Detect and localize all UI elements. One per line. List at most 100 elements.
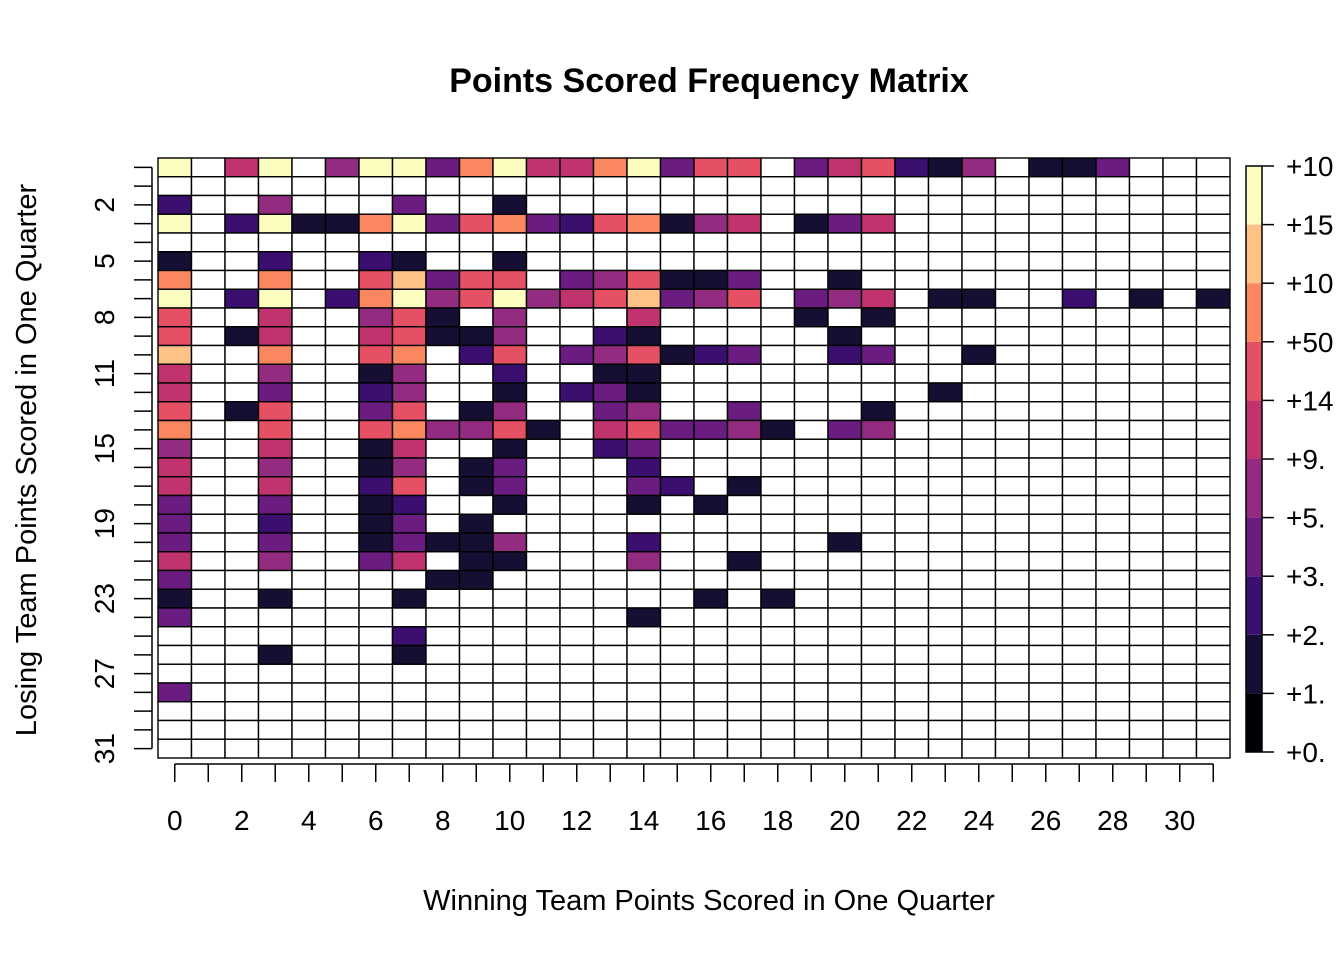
heatmap-cell (693, 419, 729, 440)
heatmap-cell (1162, 251, 1198, 272)
heatmap-cell (860, 569, 896, 590)
heatmap-cell (793, 644, 829, 665)
heatmap-cell (592, 157, 628, 178)
heatmap-cell (827, 213, 863, 234)
heatmap-cell (760, 644, 796, 665)
heatmap-cell (726, 419, 762, 440)
heatmap-cell (827, 513, 863, 534)
heatmap-cell (726, 494, 762, 515)
heatmap-cell (860, 288, 896, 309)
heatmap-cell (224, 176, 260, 197)
heatmap-cell (894, 607, 930, 628)
heatmap-cell (257, 701, 293, 722)
heatmap-cell (425, 251, 461, 272)
heatmap-cell (1028, 382, 1064, 403)
heatmap-cell (358, 682, 394, 703)
heatmap-cell (626, 419, 662, 440)
heatmap-cell (726, 438, 762, 459)
heatmap-cell (190, 551, 226, 572)
heatmap-cell (291, 344, 327, 365)
heatmap-cell (1095, 532, 1131, 553)
heatmap-cell (994, 419, 1030, 440)
heatmap-cell (291, 569, 327, 590)
heatmap-cell (693, 663, 729, 684)
heatmap-cell (1195, 419, 1231, 440)
heatmap-cell (1162, 326, 1198, 347)
heatmap-cell (257, 457, 293, 478)
heatmap-cell (291, 382, 327, 403)
heatmap-cell (525, 326, 561, 347)
heatmap-cell (458, 644, 494, 665)
heatmap-cell (961, 344, 997, 365)
heatmap-cell (961, 719, 997, 740)
heatmap-cell (224, 663, 260, 684)
heatmap-cell (1095, 307, 1131, 328)
heatmap-cell (1162, 701, 1198, 722)
heatmap-cell (157, 532, 193, 553)
heatmap-cell (726, 251, 762, 272)
color-legend: +0. +1. +2. +3. +5. +9. +14 +50 +10 +15 +10 (1245, 151, 1334, 768)
x-tick-label: 0 (167, 805, 183, 836)
y-tick-label: 27 (89, 658, 120, 689)
heatmap-cell (458, 382, 494, 403)
heatmap-cell (559, 344, 595, 365)
heatmap-cell (726, 513, 762, 534)
heatmap-cell (793, 551, 829, 572)
heatmap-cell (693, 532, 729, 553)
heatmap-cell (860, 551, 896, 572)
heatmap-cell (358, 438, 394, 459)
heatmap-cell (760, 344, 796, 365)
heatmap-cell (927, 269, 963, 290)
heatmap-cell (157, 701, 193, 722)
heatmap-cell (425, 532, 461, 553)
heatmap-cell (659, 419, 695, 440)
heatmap-cell (291, 288, 327, 309)
heatmap-cell (1061, 194, 1097, 215)
heatmap-cell (291, 626, 327, 647)
heatmap-cell (492, 157, 528, 178)
heatmap-cell (425, 307, 461, 328)
heatmap-cell (659, 363, 695, 384)
heatmap-cell (1195, 494, 1231, 515)
heatmap-cell (458, 363, 494, 384)
heatmap-cell (1128, 382, 1164, 403)
heatmap-cell (760, 326, 796, 347)
heatmap-cell (1028, 251, 1064, 272)
heatmap-cell (224, 326, 260, 347)
heatmap-cell (391, 513, 427, 534)
heatmap-cell (760, 476, 796, 497)
heatmap-cell (1162, 644, 1198, 665)
heatmap-cell (525, 344, 561, 365)
heatmap-cell (793, 344, 829, 365)
heatmap-cell (827, 494, 863, 515)
heatmap-cell (827, 344, 863, 365)
heatmap-cell (994, 288, 1030, 309)
heatmap-cells (157, 157, 1231, 759)
heatmap-cell (1195, 626, 1231, 647)
heatmap-cell (1128, 269, 1164, 290)
heatmap-cell (190, 663, 226, 684)
heatmap-cell (961, 213, 997, 234)
heatmap-cell (157, 419, 193, 440)
heatmap-cell (1061, 438, 1097, 459)
heatmap-cell (1061, 701, 1097, 722)
heatmap-cell (1061, 682, 1097, 703)
heatmap-cell (525, 738, 561, 759)
heatmap-cell (425, 644, 461, 665)
heatmap-cell (291, 307, 327, 328)
heatmap-cell (693, 494, 729, 515)
heatmap-cell (492, 476, 528, 497)
heatmap-cell (1061, 476, 1097, 497)
heatmap-cell (1195, 326, 1231, 347)
heatmap-cell (358, 457, 394, 478)
x-tick-label: 30 (1164, 805, 1195, 836)
heatmap-cell (592, 551, 628, 572)
heatmap-cell (1128, 532, 1164, 553)
heatmap-cell (1061, 457, 1097, 478)
heatmap-cell (224, 551, 260, 572)
heatmap-cell (425, 513, 461, 534)
heatmap-cell (1095, 232, 1131, 253)
heatmap-cell (458, 438, 494, 459)
heatmap-cell (894, 269, 930, 290)
